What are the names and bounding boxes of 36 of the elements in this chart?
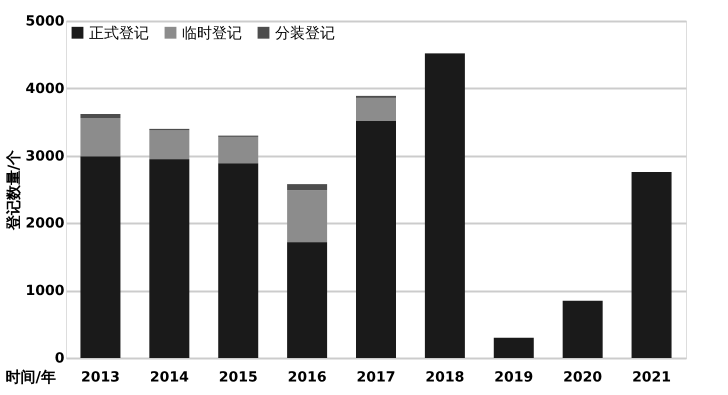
x-tick-label: 2017 (356, 370, 396, 386)
bar (632, 172, 672, 358)
bar (356, 120, 396, 358)
x-tick-label: 2018 (425, 370, 464, 386)
bar (149, 130, 190, 160)
y-tick-label: 5000 (26, 14, 65, 30)
bar (562, 300, 603, 358)
y-tick-label: 1000 (26, 283, 65, 300)
y-tick-label: 4000 (26, 80, 65, 97)
bar (218, 163, 258, 358)
x-tick-label: 2021 (632, 370, 672, 386)
bar (80, 156, 120, 358)
x-tick-label: 2014 (150, 370, 190, 386)
bar (356, 98, 396, 121)
x-tick-label: 2020 (563, 370, 602, 386)
legend-label: 临时登记 (182, 24, 242, 42)
y-axis-title: 登记数量/个 (4, 148, 23, 232)
bar (494, 338, 534, 358)
x-tick-label: 2019 (494, 370, 534, 386)
y-tick-label: 2000 (26, 216, 65, 232)
bar (287, 242, 328, 358)
bar (80, 114, 120, 118)
x-tick-label: 2016 (288, 370, 327, 386)
bar (287, 184, 328, 190)
x-tick-label: 2013 (80, 370, 120, 386)
bar (149, 159, 190, 358)
y-tick-label: 3000 (26, 148, 65, 164)
y-tick-label: 0 (54, 350, 65, 366)
bar (287, 190, 328, 242)
bar (424, 53, 465, 358)
x-axis-title: 时间/年 (6, 368, 56, 386)
bar (80, 118, 120, 156)
bar (218, 136, 258, 164)
legend-label: 分装登记 (275, 24, 335, 42)
x-tick-label: 2015 (218, 370, 258, 386)
legend-label: 正式登记 (89, 24, 149, 42)
